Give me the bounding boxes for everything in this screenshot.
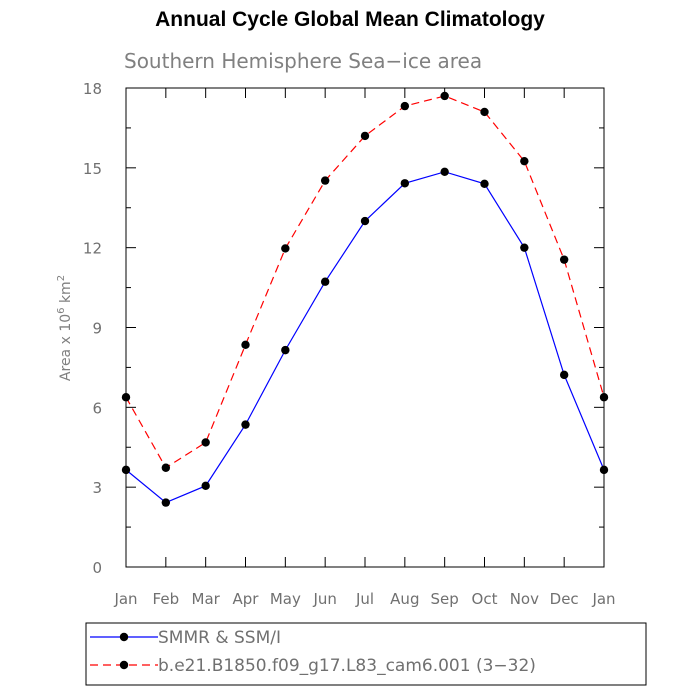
data-point — [360, 216, 370, 226]
x-tick-label: Aug — [390, 590, 419, 608]
data-point — [520, 156, 529, 166]
y-tick-label: 9 — [92, 320, 102, 338]
y-tick-label: 18 — [83, 80, 102, 98]
legend-label-1: SMMR & SSM/I — [158, 628, 281, 648]
data-point — [559, 255, 569, 264]
data-point — [599, 393, 609, 402]
x-axis: Jan Feb Mar Apr May Jun Jul Aug Sep Oct Nov Dec Jan — [113, 88, 616, 608]
y-tick-label: 3 — [92, 479, 102, 497]
legend-marker — [119, 660, 129, 670]
y-tick-label: 15 — [83, 160, 102, 178]
y-tick-label: 12 — [83, 240, 102, 258]
series-layer — [121, 91, 609, 507]
data-point — [241, 340, 250, 349]
data-point — [201, 481, 210, 491]
x-tick-label: Jul — [355, 590, 374, 608]
data-point — [320, 176, 330, 185]
legend-label-2: b.e21.B1850.f09_g17.L83_cam6.001 (3−32) — [158, 656, 536, 676]
data-point — [400, 101, 410, 111]
data-point — [241, 420, 250, 429]
y-tick-label: 6 — [92, 399, 102, 417]
data-point — [201, 438, 210, 447]
data-point — [400, 179, 410, 188]
y-axis: 0 3 6 9 12 15 18 — [83, 80, 604, 577]
data-point — [161, 498, 171, 507]
data-point — [599, 465, 609, 475]
data-point — [161, 463, 171, 472]
series-line-2 — [125, 95, 605, 469]
x-tick-label: Oct — [472, 590, 498, 608]
chart-subtitle: Southern Hemisphere Sea−ice area — [124, 49, 482, 73]
x-tick-label: Jun — [312, 590, 336, 608]
axis-frame — [125, 87, 605, 568]
y-axis-label: Area x 106 km2 — [56, 275, 74, 381]
data-point — [440, 91, 449, 101]
x-tick-label: Jan — [591, 590, 615, 608]
x-tick-label: Mar — [192, 590, 221, 608]
data-point — [281, 345, 290, 355]
data-point — [559, 370, 569, 380]
y-tick-label: 0 — [92, 559, 102, 577]
x-tick-label: Nov — [510, 590, 539, 608]
data-point — [320, 277, 330, 286]
plot-border — [125, 87, 605, 568]
data-point — [480, 179, 489, 188]
x-tick-label: Apr — [233, 590, 260, 608]
x-tick-label: Feb — [153, 590, 180, 608]
data-point — [520, 243, 529, 252]
data-point — [281, 244, 290, 253]
data-point — [121, 465, 131, 475]
x-tick-label: Sep — [431, 590, 459, 608]
legend-marker — [119, 632, 129, 642]
x-tick-label: Jan — [113, 590, 137, 608]
data-point — [480, 107, 489, 117]
data-point — [121, 393, 131, 402]
x-tick-label: Dec — [550, 590, 579, 608]
chart-title: Annual Cycle Global Mean Climatology — [155, 8, 545, 31]
data-point — [360, 131, 370, 141]
legend-box — [85, 622, 647, 686]
x-tick-label: May — [270, 590, 301, 608]
data-point — [440, 167, 449, 177]
legend: SMMR & SSM/I b.e21.B1850.f09_g17.L83_cam6… — [85, 622, 647, 686]
